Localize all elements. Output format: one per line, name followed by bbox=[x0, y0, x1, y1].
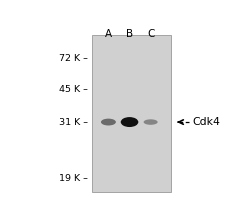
Text: 19 K –: 19 K – bbox=[59, 174, 88, 183]
Ellipse shape bbox=[121, 117, 138, 127]
Ellipse shape bbox=[144, 119, 158, 125]
Text: 45 K –: 45 K – bbox=[59, 85, 88, 94]
Text: C: C bbox=[147, 29, 154, 39]
Text: 72 K –: 72 K – bbox=[59, 54, 88, 63]
Text: 31 K –: 31 K – bbox=[59, 118, 88, 127]
Ellipse shape bbox=[101, 119, 116, 126]
Text: Cdk4: Cdk4 bbox=[193, 117, 221, 127]
Bar bbox=[92, 35, 171, 192]
Text: B: B bbox=[126, 29, 133, 39]
Text: A: A bbox=[105, 29, 112, 39]
